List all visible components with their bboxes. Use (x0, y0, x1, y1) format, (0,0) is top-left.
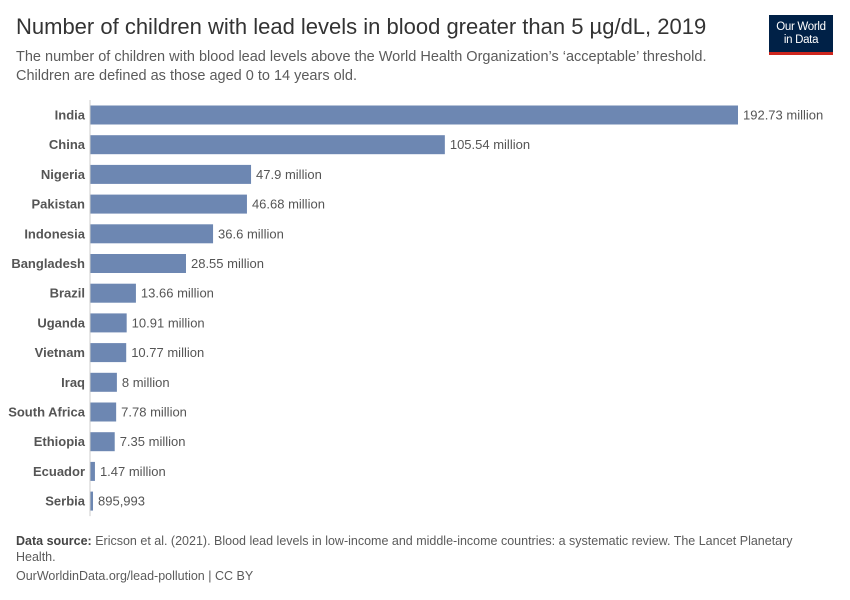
logo-line-2: in Data (783, 33, 819, 46)
bar[interactable] (90, 135, 445, 155)
value-label: 13.66 million (141, 286, 214, 301)
bar[interactable] (90, 343, 127, 363)
value-label: 36.6 million (218, 226, 284, 241)
category-label: Indonesia (24, 226, 85, 241)
category-label: Ecuador (33, 464, 85, 479)
value-label: 10.91 million (132, 315, 205, 330)
source-label: Data source: (16, 534, 92, 548)
value-label: 7.78 million (121, 405, 187, 420)
category-label: Uganda (37, 315, 85, 330)
bar[interactable] (90, 194, 247, 214)
bar[interactable] (90, 491, 94, 511)
source-text: Ericson et al. (2021). Blood lead levels… (16, 534, 793, 564)
value-label: 895,993 (98, 494, 145, 509)
bar[interactable] (90, 402, 117, 422)
source-url[interactable]: OurWorldinData.org/lead-pollution | CC B… (16, 569, 254, 583)
value-label: 1.47 million (100, 464, 166, 479)
category-label: Serbia (45, 494, 86, 509)
chart-subtitle: The number of children with blood lead l… (16, 49, 707, 84)
chart-title: Number of children with lead levels in b… (16, 14, 707, 39)
bar-chart: India 192.73 million China 105.54 million Ni… (8, 100, 823, 517)
bar[interactable] (90, 372, 117, 392)
value-label: 10.77 million (131, 345, 204, 360)
owid-logo[interactable]: Our World in Data (769, 15, 833, 55)
bar[interactable] (90, 164, 252, 184)
value-label: 192.73 million (743, 108, 823, 123)
category-label: South Africa (8, 405, 86, 420)
bar[interactable] (90, 313, 127, 333)
value-label: 7.35 million (120, 434, 186, 449)
bar[interactable] (90, 283, 136, 303)
category-label: Brazil (50, 286, 85, 301)
category-label: India (55, 108, 86, 123)
bar[interactable] (90, 432, 115, 452)
value-label: 46.68 million (252, 197, 325, 212)
category-label: Nigeria (41, 167, 86, 182)
category-label: Iraq (61, 375, 85, 390)
value-label: 105.54 million (450, 137, 530, 152)
category-label: Bangladesh (11, 256, 85, 271)
value-label: 28.55 million (191, 256, 264, 271)
category-label: Pakistan (32, 197, 86, 212)
category-label: Vietnam (35, 345, 85, 360)
bar[interactable] (90, 105, 738, 125)
value-label: 47.9 million (256, 167, 322, 182)
bar[interactable] (90, 224, 214, 244)
bar[interactable] (90, 254, 186, 273)
value-label: 8 million (122, 375, 170, 390)
bar[interactable] (90, 461, 95, 481)
category-label: Ethiopia (34, 434, 86, 449)
data-source: Data source: Ericson et al. (2021). Bloo… (16, 533, 826, 565)
category-label: China (49, 137, 86, 152)
logo-line-1: Our World (776, 20, 826, 33)
